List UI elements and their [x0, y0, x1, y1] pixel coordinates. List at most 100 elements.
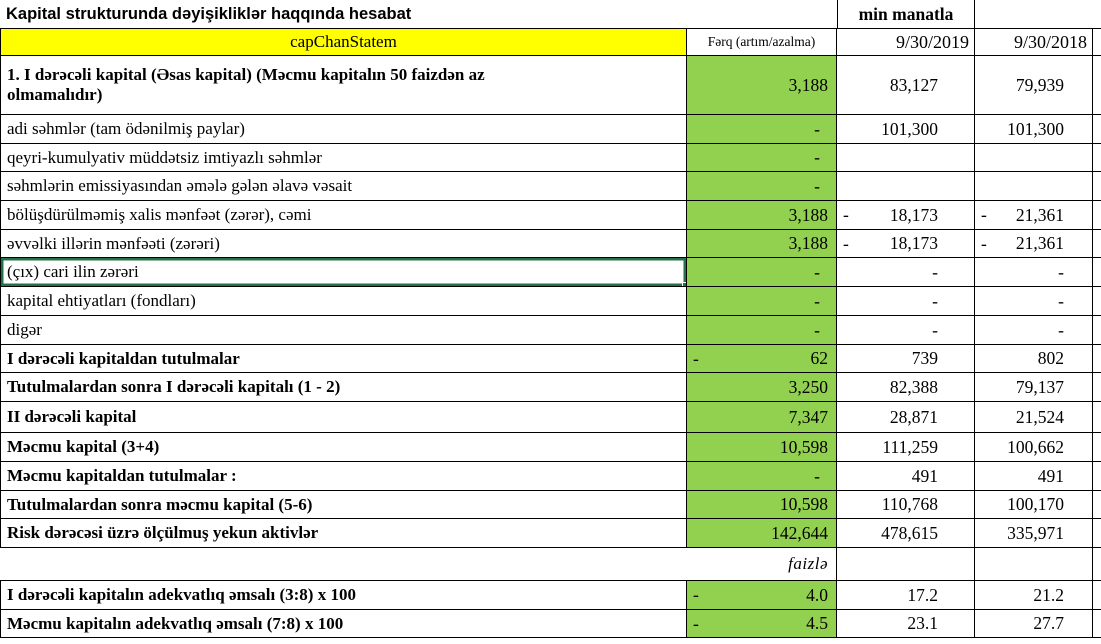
diff-cell[interactable]: - 4.0: [687, 581, 837, 609]
value-2019-cell[interactable]: 83,127: [837, 56, 975, 114]
cell-value: 100,662: [1007, 436, 1064, 457]
diff-cell[interactable]: 10,598: [687, 491, 837, 518]
diff-cell[interactable]: 3,188: [687, 201, 837, 229]
cell-value: 23.1: [907, 613, 938, 633]
diff-cell[interactable]: -: [687, 462, 837, 490]
cell-value: 111,259: [882, 436, 938, 457]
header-date-2018-cell[interactable]: 9/30/2018: [975, 29, 1093, 55]
value-2018-cell[interactable]: [975, 144, 1093, 171]
cell-value: 79,137: [1015, 376, 1064, 397]
value-2019-cell[interactable]: -: [837, 287, 975, 315]
diff-cell[interactable]: 142,644: [687, 519, 837, 547]
row-label-cell[interactable]: kapital ehtiyatları (fondları): [1, 287, 687, 315]
negative-sign: -: [843, 233, 849, 253]
row-label-cell[interactable]: Məcmu kapitaldan tutulmalar :: [1, 462, 687, 490]
header-capchanstatem-cell[interactable]: capChanStatem: [1, 29, 687, 55]
value-2019-cell[interactable]: 478,615: [837, 519, 975, 547]
percent-unit-cell[interactable]: faizlə: [0, 548, 837, 580]
value-2019-cell[interactable]: -: [837, 258, 975, 286]
cell-value: -: [814, 290, 820, 311]
cell-value: -: [1058, 319, 1064, 340]
row-label-cell[interactable]: Risk dərəcəsi üzrə ölçülmuş yekun aktivl…: [1, 519, 687, 547]
diff-cell[interactable]: -: [687, 287, 837, 315]
value-2019-cell[interactable]: [837, 144, 975, 171]
row-label-cell[interactable]: digər: [1, 316, 687, 344]
cell-value: 27.7: [1033, 613, 1064, 633]
row-label-cell[interactable]: əvvəlki illərin mənfəəti (zərəri): [1, 230, 687, 257]
cell-value: 62: [810, 348, 829, 368]
value-2018-cell[interactable]: 100,170: [975, 491, 1093, 518]
report-title[interactable]: Kapital strukturunda dəyişikliklər haqqı…: [6, 4, 412, 23]
value-2018-cell[interactable]: 802: [975, 345, 1093, 372]
value-2018-cell[interactable]: 27.7: [975, 610, 1093, 637]
value-2018-cell[interactable]: -: [975, 316, 1093, 344]
fill-handle[interactable]: [682, 282, 686, 286]
cell-value: -: [814, 319, 820, 340]
value-2019-cell[interactable]: - 18,173: [837, 201, 975, 229]
cell-value: -: [932, 319, 938, 340]
value-2018-cell[interactable]: 100,662: [975, 433, 1093, 461]
cell-value: -: [814, 261, 820, 282]
value-2019-cell[interactable]: 82,388: [837, 373, 975, 401]
value-2018-cell[interactable]: 79,137: [975, 373, 1093, 401]
diff-cell[interactable]: - 4.5: [687, 610, 837, 637]
cell-value: 491: [911, 465, 938, 486]
row-label-cell[interactable]: 1. I dərəcəli kapital (Əsas kapital) (Mə…: [1, 56, 687, 114]
diff-cell[interactable]: -: [687, 258, 837, 286]
row-label-cell[interactable]: Tutulmalardan sonra məcmu kapital (5-6): [1, 491, 687, 518]
diff-cell[interactable]: 10,598: [687, 433, 837, 461]
value-2019-cell[interactable]: 101,300: [837, 115, 975, 143]
value-2018-cell[interactable]: -: [975, 287, 1093, 315]
diff-cell[interactable]: -: [687, 115, 837, 143]
value-2019-cell[interactable]: - 18,173: [837, 230, 975, 257]
diff-cell[interactable]: -: [687, 316, 837, 344]
row-label-cell[interactable]: səhmlərin emissiyasından əmələ gələn əla…: [1, 172, 687, 200]
row-label-cell[interactable]: Məcmu kapital (3+4): [1, 433, 687, 461]
diff-cell[interactable]: 3,188: [687, 56, 837, 114]
row-label-cell[interactable]: Məcmu kapitalın adekvatlıq əmsalı (7:8) …: [1, 610, 687, 637]
value-2019-cell[interactable]: [837, 172, 975, 200]
value-2019-cell[interactable]: 491: [837, 462, 975, 490]
header-diff-cell[interactable]: Fərq (artım/azalma): [687, 29, 837, 55]
value-2019-cell[interactable]: 739: [837, 345, 975, 372]
row-label-cell[interactable]: I dərəcəli kapitalın adekvatlıq əmsalı (…: [1, 581, 687, 609]
empty-cell[interactable]: [837, 548, 975, 580]
value-2019-cell[interactable]: -: [837, 316, 975, 344]
row-label-cell[interactable]: adi səhmlər (tam ödənilmiş paylar): [1, 115, 687, 143]
row-label-cell[interactable]: I dərəcəli kapitaldan tutulmalar: [1, 345, 687, 372]
value-2018-cell[interactable]: 21.2: [975, 581, 1093, 609]
row-label-cell[interactable]: qeyri-kumulyativ müddətsiz imtiyazlı səh…: [1, 144, 687, 171]
negative-sign: -: [693, 348, 699, 368]
diff-cell[interactable]: -: [687, 172, 837, 200]
cell-value: -: [932, 290, 938, 311]
value-2018-cell[interactable]: - 21,361: [975, 201, 1093, 229]
value-2019-cell[interactable]: 110,768: [837, 491, 975, 518]
unit-label-cell[interactable]: min manatla: [837, 0, 975, 28]
value-2018-cell[interactable]: 101,300: [975, 115, 1093, 143]
value-2019-cell[interactable]: 111,259: [837, 433, 975, 461]
value-2019-cell[interactable]: 28,871: [837, 402, 975, 432]
row-label-cell[interactable]: bölüşdürülməmiş xalis mənfəət (zərər), c…: [1, 201, 687, 229]
value-2018-cell[interactable]: - 21,361: [975, 230, 1093, 257]
cell-value: 21,361: [1015, 204, 1064, 225]
value-2018-cell[interactable]: 491: [975, 462, 1093, 490]
row-label-cell[interactable]: II dərəcəli kapital: [1, 402, 687, 432]
diff-cell[interactable]: 7,347: [687, 402, 837, 432]
cell-value: 28,871: [889, 406, 938, 427]
value-2019-cell[interactable]: 23.1: [837, 610, 975, 637]
value-2018-cell[interactable]: 79,939: [975, 56, 1093, 114]
diff-cell[interactable]: -: [687, 144, 837, 171]
diff-cell[interactable]: 3,188: [687, 230, 837, 257]
diff-cell[interactable]: - 62: [687, 345, 837, 372]
value-2018-cell[interactable]: [975, 172, 1093, 200]
value-2018-cell[interactable]: -: [975, 258, 1093, 286]
cell-value: 802: [1037, 348, 1064, 368]
empty-cell[interactable]: [975, 548, 1093, 580]
value-2019-cell[interactable]: 17.2: [837, 581, 975, 609]
value-2018-cell[interactable]: 21,524: [975, 402, 1093, 432]
header-date-2019-cell[interactable]: 9/30/2019: [837, 29, 975, 55]
value-2018-cell[interactable]: 335,971: [975, 519, 1093, 547]
diff-cell[interactable]: 3,250: [687, 373, 837, 401]
row-label-cell[interactable]: Tutulmalardan sonra I dərəcəli kapitalı …: [1, 373, 687, 401]
selected-cell[interactable]: (çıx) cari ilin zərəri: [1, 258, 687, 286]
